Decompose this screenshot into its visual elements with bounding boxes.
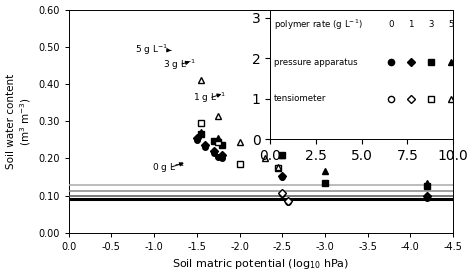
Y-axis label: Soil water content
(m$^{3}$ m$^{-3}$): Soil water content (m$^{3}$ m$^{-3}$) [6,74,33,169]
Text: 0 g L$^{-1}$: 0 g L$^{-1}$ [153,161,185,175]
Text: 5 g L$^{-1}$: 5 g L$^{-1}$ [135,42,171,57]
Text: 1 g L$^{-1}$: 1 g L$^{-1}$ [192,91,226,105]
X-axis label: Soil matric potential (log$_{10}$ hPa): Soil matric potential (log$_{10}$ hPa) [173,257,349,271]
Text: 3 g L$^{-1}$: 3 g L$^{-1}$ [163,57,196,72]
